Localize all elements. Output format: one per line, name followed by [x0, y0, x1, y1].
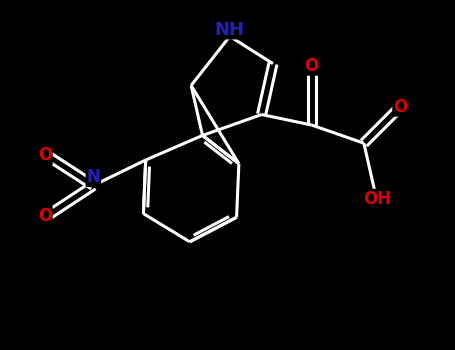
Text: O: O — [304, 57, 318, 75]
Text: OH: OH — [364, 190, 392, 208]
Text: O: O — [38, 207, 52, 225]
Text: O: O — [38, 146, 52, 164]
Text: O: O — [393, 98, 407, 116]
Text: N: N — [86, 168, 101, 186]
Text: NH: NH — [215, 21, 245, 38]
